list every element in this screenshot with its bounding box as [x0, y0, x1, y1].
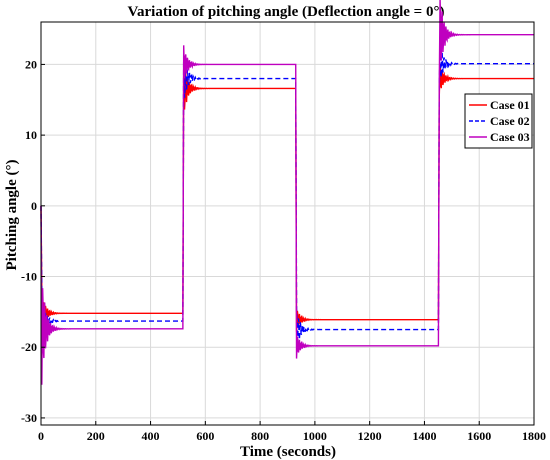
y-tick-label: 0 [31, 199, 37, 213]
y-tick-label: 10 [25, 128, 37, 142]
x-tick-label: 600 [196, 429, 214, 443]
y-tick-label: -10 [21, 270, 37, 284]
x-tick-label: 200 [87, 429, 105, 443]
legend-label: Case 02 [490, 114, 530, 128]
plot-frame [40, 21, 535, 426]
series-line-case-01 [40, 59, 534, 332]
tick-labels: 0 200 400 600 800 1000 1200 1400 1600 1800-30-20-… [21, 57, 546, 443]
y-axis-label: Pitching angle (°) [4, 160, 20, 271]
x-tick-label: 0 [38, 429, 44, 443]
legend-label: Case 03 [490, 130, 530, 144]
legend: Case 01 Case 02 Case 03 [464, 93, 533, 149]
x-tick-label: 1600 [467, 429, 491, 443]
x-tick-label: 800 [251, 429, 269, 443]
series-line-case-03 [40, 0, 534, 385]
y-tick-label: 20 [25, 57, 37, 71]
x-tick-label: 400 [142, 429, 160, 443]
series-line-case-02 [40, 45, 534, 346]
y-tick-label: -30 [21, 411, 37, 425]
x-tick-label: 1400 [412, 429, 436, 443]
chart-title: Variation of pitching angle (Deflection … [128, 4, 445, 20]
x-tick-label: 1200 [358, 429, 382, 443]
series-layer [40, 0, 534, 385]
grid-lines [40, 22, 535, 425]
x-tick-label: 1800 [522, 429, 546, 443]
x-axis-label: Time (seconds) [240, 444, 336, 460]
legend-label: Case 01 [490, 98, 530, 112]
x-tick-label: 1000 [303, 429, 327, 443]
y-tick-label: -20 [21, 340, 37, 354]
